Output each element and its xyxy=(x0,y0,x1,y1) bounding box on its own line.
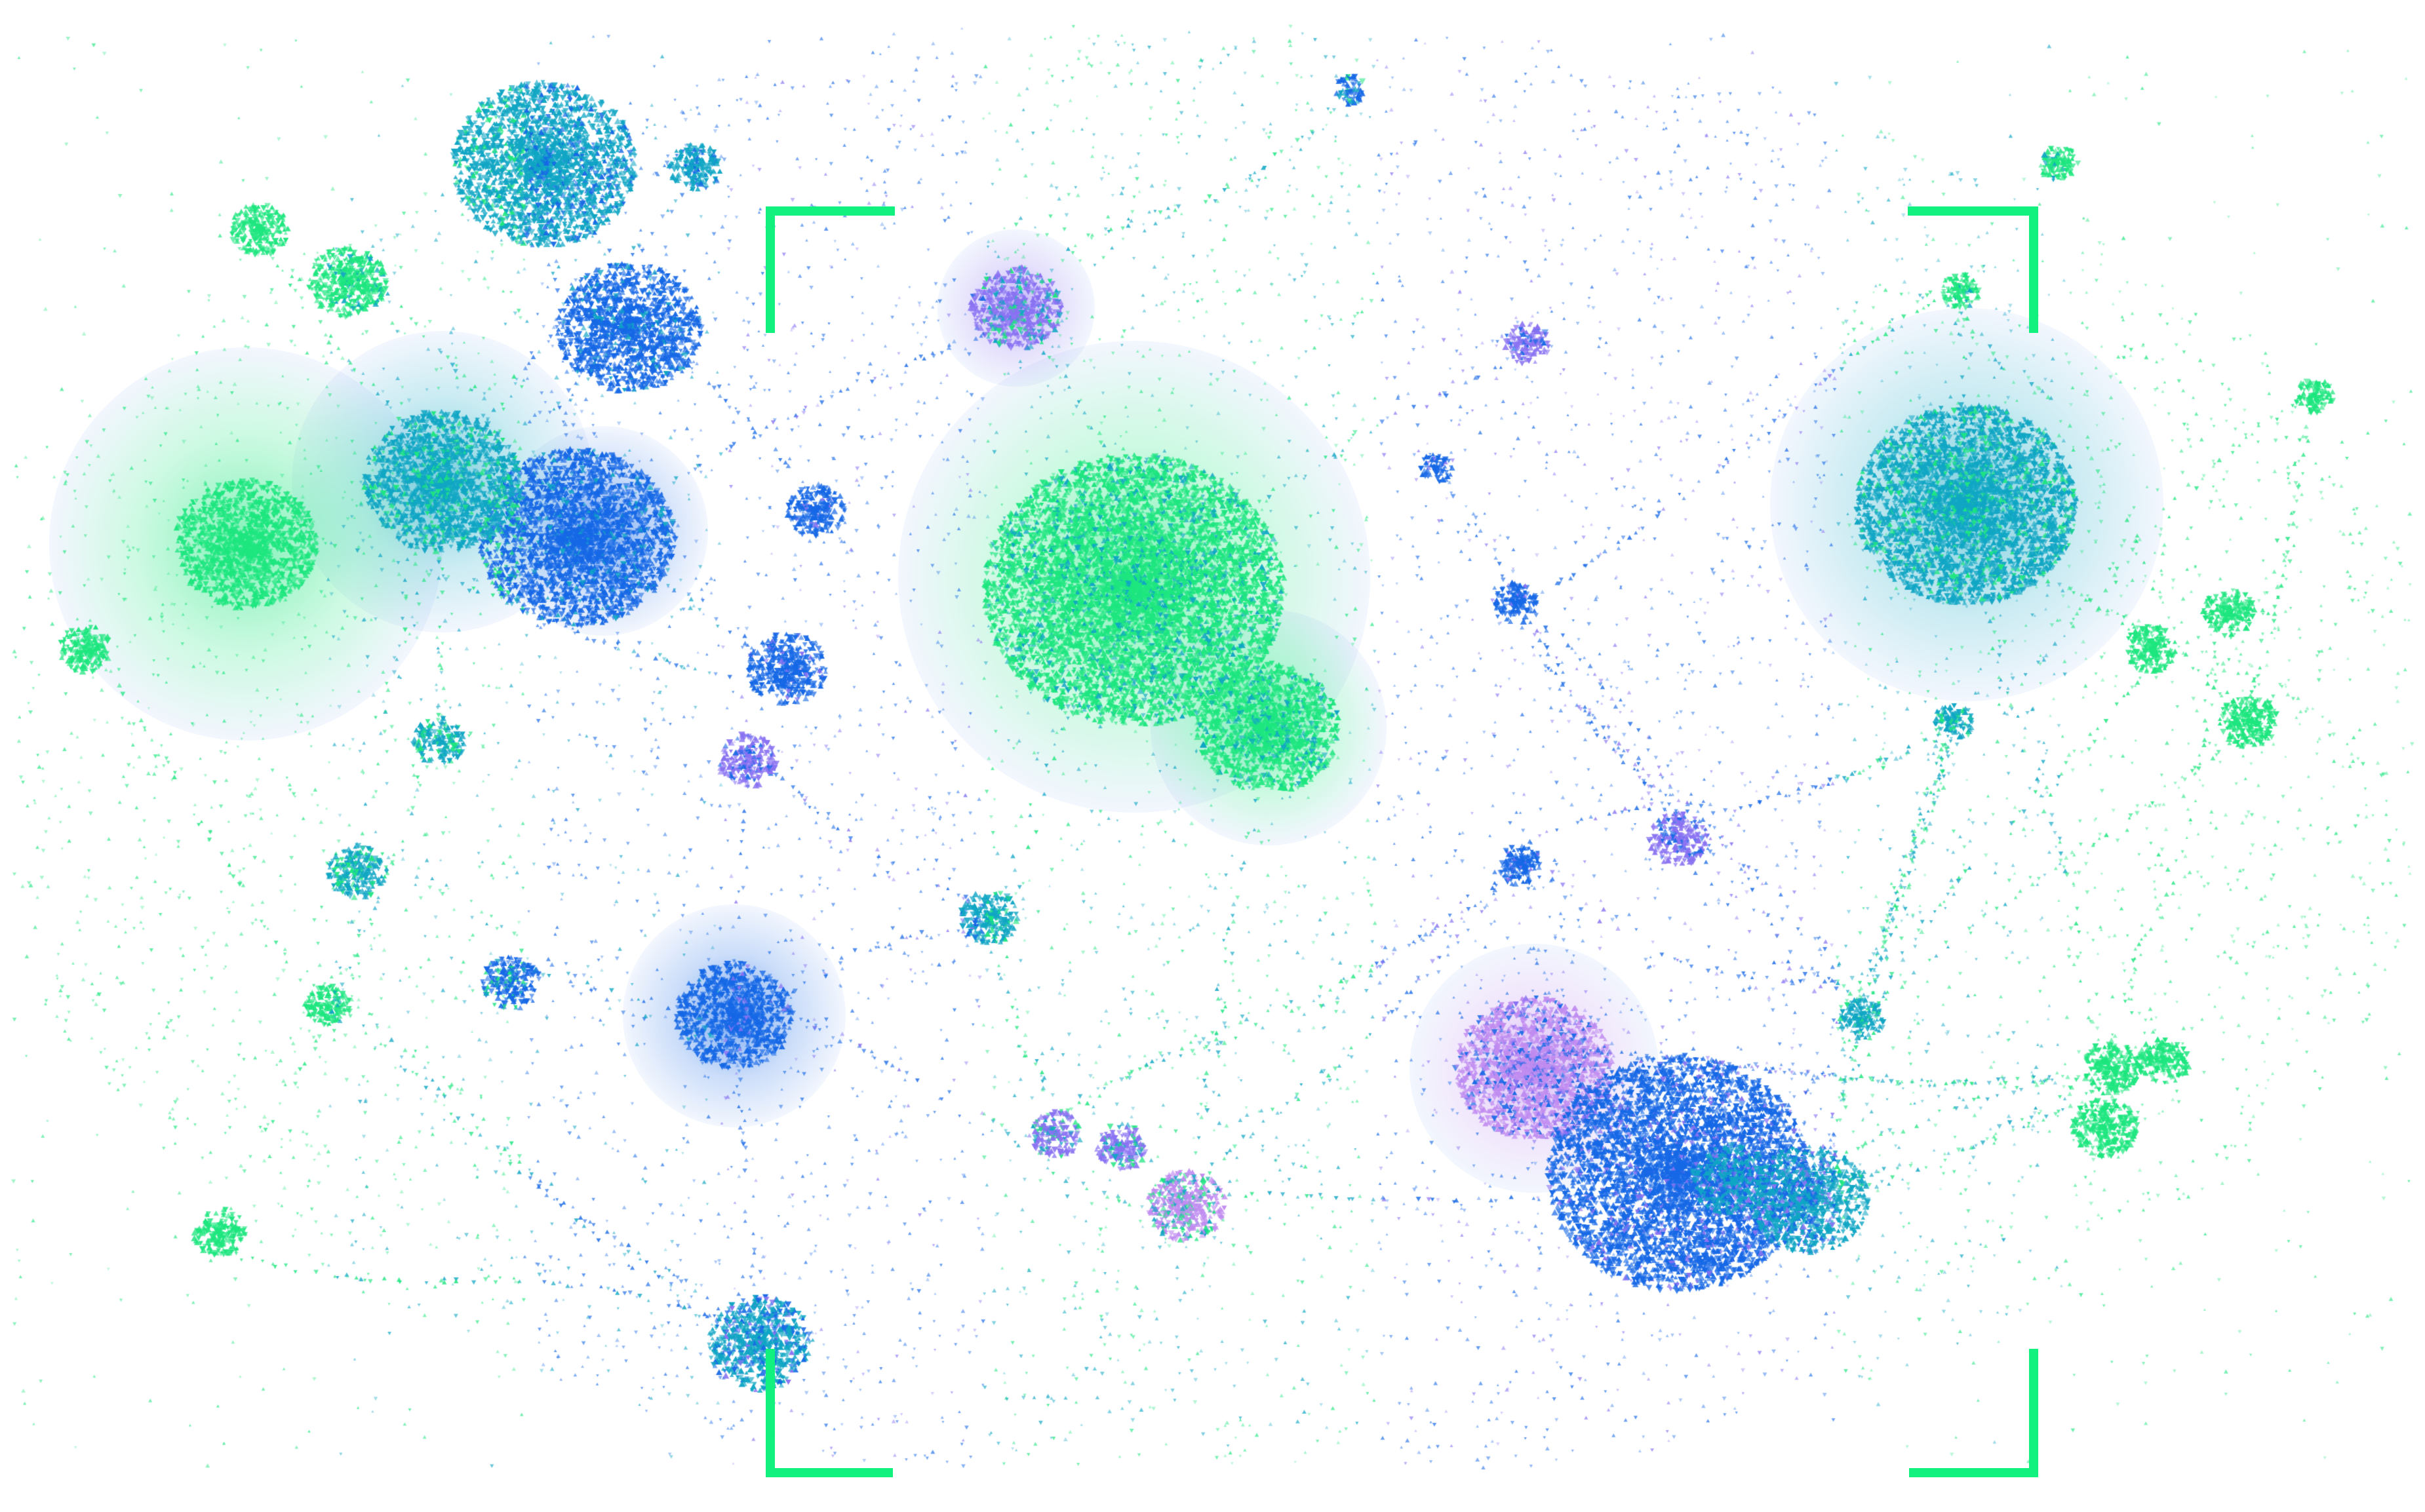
bracket-bottom-right-icon xyxy=(1909,1349,2038,1477)
bracket-top-right-icon xyxy=(1908,206,2038,333)
bracket-bottom-left-icon xyxy=(766,1349,893,1477)
bracket-top-left-icon xyxy=(766,206,895,333)
